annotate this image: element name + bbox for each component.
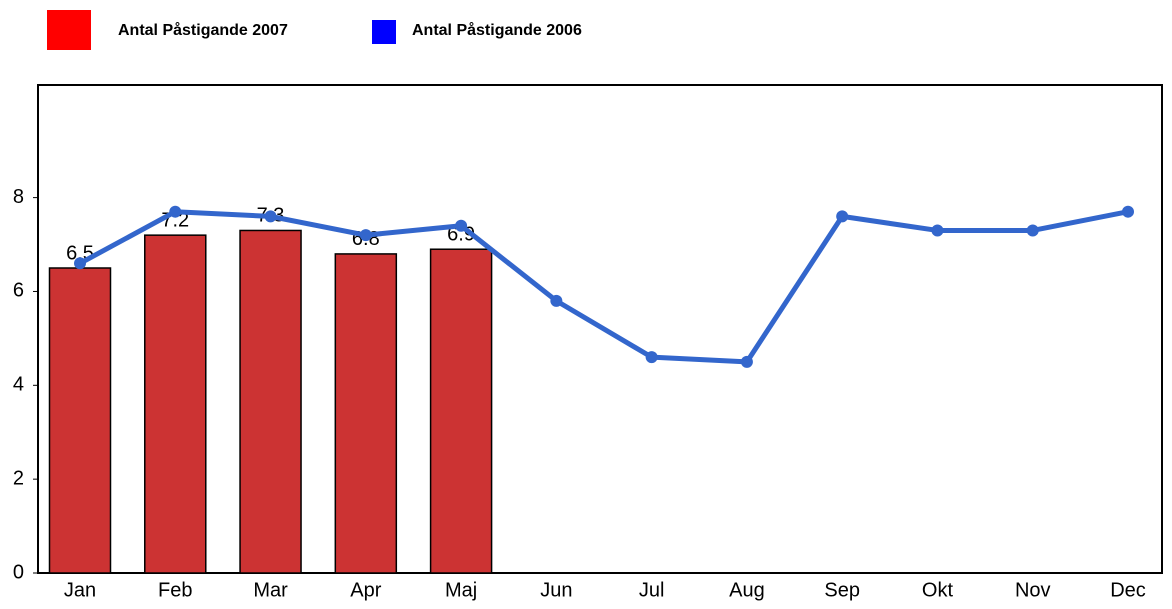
x-tick-label: Dec bbox=[1110, 579, 1146, 601]
y-tick-label: 8 bbox=[13, 186, 24, 208]
x-tick-label: Jul bbox=[639, 579, 665, 601]
x-tick-label: Feb bbox=[158, 579, 192, 601]
line-point bbox=[74, 257, 86, 270]
y-tick-label: 6 bbox=[13, 280, 24, 302]
line-point bbox=[264, 210, 277, 223]
x-tick-label: Aug bbox=[729, 579, 765, 601]
x-tick-label: Nov bbox=[1015, 579, 1051, 601]
legend-swatch bbox=[47, 10, 91, 50]
line-point bbox=[740, 355, 753, 368]
x-tick-label: Sep bbox=[824, 579, 860, 601]
y-tick-label: 2 bbox=[13, 467, 24, 489]
bar bbox=[144, 234, 207, 574]
legend-label: Antal Påstigande 2007 bbox=[118, 21, 288, 39]
bar bbox=[239, 229, 302, 574]
line-point bbox=[550, 294, 563, 307]
line-point bbox=[1122, 205, 1134, 218]
line-point bbox=[1026, 224, 1039, 237]
line-point bbox=[359, 229, 372, 242]
line-point bbox=[169, 205, 182, 218]
bar bbox=[429, 248, 493, 574]
x-tick-label: Okt bbox=[922, 579, 954, 601]
line-point bbox=[645, 351, 658, 364]
line bbox=[78, 209, 1129, 365]
line-point bbox=[836, 210, 849, 223]
plot-frame bbox=[37, 84, 1163, 574]
legend-label: Antal Påstigande 2006 bbox=[412, 21, 582, 39]
y-tick-label: 0 bbox=[13, 561, 24, 583]
bar bbox=[48, 267, 112, 574]
x-tick-label: Apr bbox=[350, 579, 381, 601]
y-tick-label: 4 bbox=[13, 374, 24, 396]
x-tick-label: Maj bbox=[445, 579, 477, 601]
legend-swatch bbox=[372, 20, 396, 44]
x-tick-label: Mar bbox=[253, 579, 288, 601]
x-tick-label: Jan bbox=[64, 579, 96, 601]
line-point bbox=[455, 219, 468, 232]
bar bbox=[334, 253, 398, 574]
x-tick-label: Jun bbox=[540, 579, 572, 601]
line-point bbox=[931, 224, 944, 237]
